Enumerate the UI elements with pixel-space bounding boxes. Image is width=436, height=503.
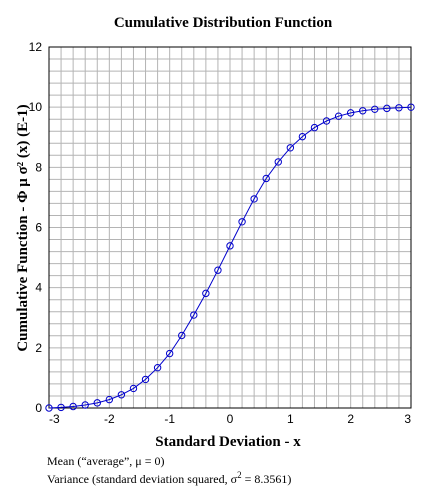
data-point: [310, 123, 319, 132]
x-tick-label: -3: [49, 412, 60, 426]
data-point: [81, 401, 89, 409]
mean-note: Mean (“average”, μ = 0): [47, 454, 165, 468]
data-point: [45, 404, 53, 412]
data-point: [262, 174, 270, 183]
y-tick-label: 8: [35, 160, 42, 174]
data-point: [153, 363, 162, 372]
data-point: [117, 391, 126, 399]
data-point: [322, 117, 331, 125]
data-point: [238, 218, 246, 226]
x-axis-label: Standard Deviation - x: [155, 434, 301, 450]
y-tick-label: 6: [35, 221, 42, 235]
variance-note-prefix: Variance (standard deviation squared, σ: [47, 472, 238, 486]
y-tick-label: 12: [29, 40, 43, 54]
data-point: [407, 103, 415, 111]
y-axis-label: Cumulative Function - Φ μ σ² (x) (E-1): [15, 104, 31, 351]
variance-note-superscript: 2: [237, 470, 242, 480]
variance-note: Variance (standard deviation squared, σ2…: [47, 470, 291, 487]
data-point: [190, 311, 198, 319]
y-tick-label: 0: [35, 401, 42, 415]
data-point: [395, 104, 403, 112]
variance-note-suffix: = 8.3561): [241, 472, 292, 486]
data-point: [226, 242, 234, 250]
data-point: [286, 144, 295, 152]
data-point: [274, 158, 282, 166]
x-tick-label: -2: [104, 412, 115, 426]
x-tick-label: 0: [227, 412, 234, 426]
data-point: [178, 331, 186, 340]
data-point: [346, 109, 355, 117]
plot-frame: [48, 46, 412, 409]
data-point: [93, 399, 101, 407]
grid: [49, 47, 411, 408]
data-point: [334, 112, 343, 120]
data-point: [298, 132, 307, 141]
x-tick-label: 3: [404, 412, 411, 426]
data-point: [202, 289, 210, 298]
y-tick-label: 10: [29, 100, 43, 114]
series-line: [48, 106, 412, 409]
data-point: [165, 349, 174, 358]
data-point: [371, 105, 379, 113]
data-point: [383, 104, 391, 113]
chart-title: Cumulative Distribution Function: [114, 15, 333, 31]
data-point: [57, 403, 65, 412]
data-point: [129, 384, 138, 393]
y-tick-label: 2: [35, 341, 42, 355]
data-point: [105, 395, 114, 404]
y-tick-label: 4: [35, 281, 42, 295]
data-point: [141, 375, 150, 384]
series-cdf: [45, 103, 415, 412]
x-tick-label: 1: [287, 412, 294, 426]
x-tick-label: 2: [347, 412, 354, 426]
data-point: [359, 107, 367, 115]
x-tick-label: -1: [164, 412, 175, 426]
data-point: [69, 402, 77, 411]
data-point: [250, 195, 258, 203]
data-point: [214, 266, 222, 274]
